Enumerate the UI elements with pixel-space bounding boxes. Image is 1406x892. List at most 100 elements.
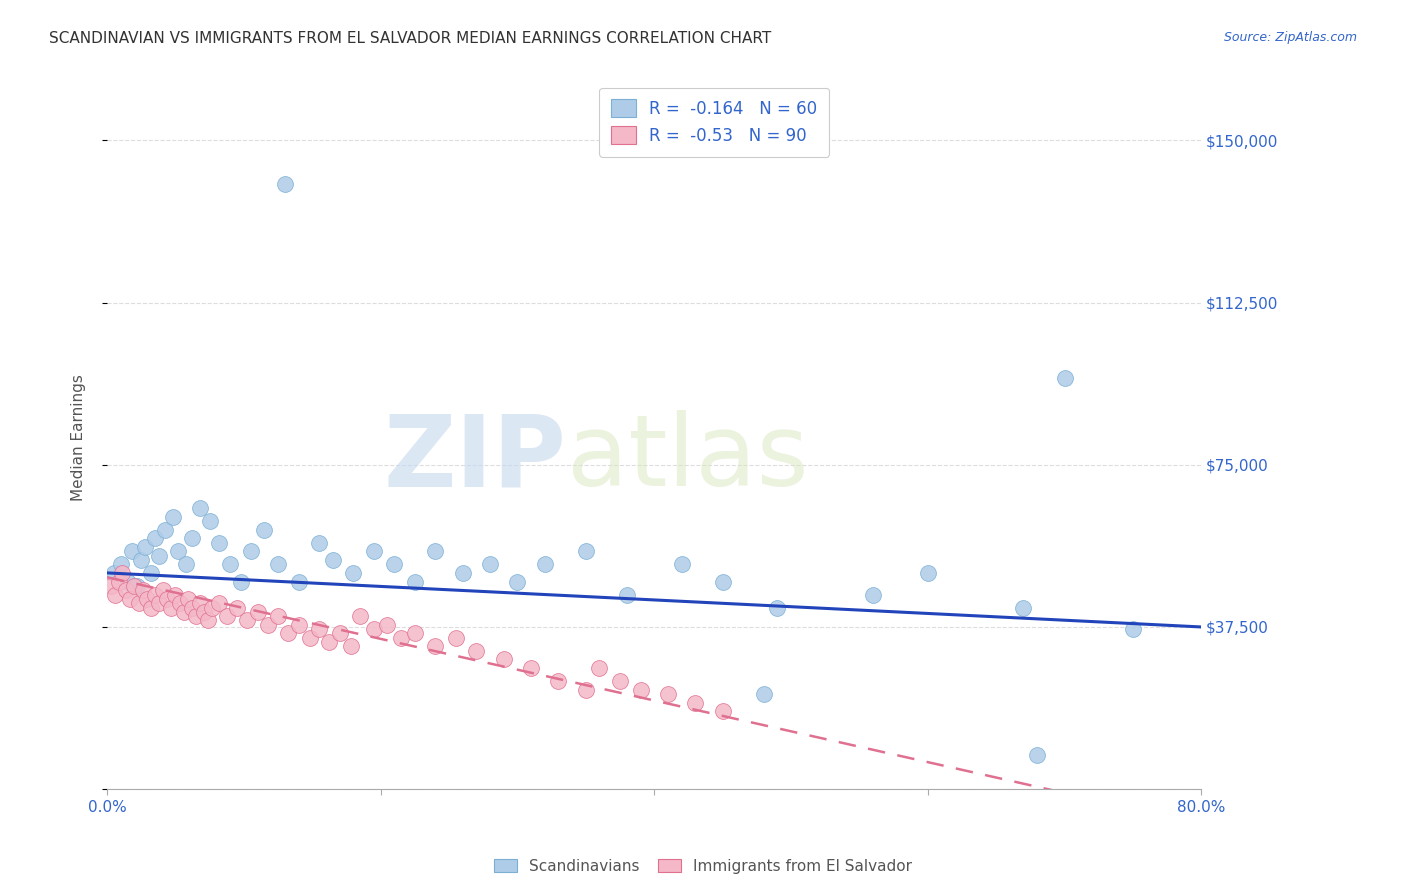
Point — [198, 514, 221, 528]
Point — [129, 553, 152, 567]
Point — [226, 600, 249, 615]
Point — [229, 574, 252, 589]
Point — [425, 544, 447, 558]
Point — [239, 544, 262, 558]
Point — [479, 558, 502, 572]
Point — [188, 501, 211, 516]
Text: Source: ZipAtlas.com: Source: ZipAtlas.com — [1223, 31, 1357, 45]
Point — [329, 626, 352, 640]
Point — [180, 600, 202, 615]
Text: ZIP: ZIP — [384, 410, 567, 508]
Point — [287, 574, 309, 589]
Point — [128, 596, 150, 610]
Point — [671, 558, 693, 572]
Point — [197, 614, 219, 628]
Point — [492, 652, 515, 666]
Point — [135, 591, 157, 606]
Point — [389, 631, 412, 645]
Point — [547, 673, 569, 688]
Point — [533, 558, 555, 572]
Point — [180, 531, 202, 545]
Point — [167, 544, 190, 558]
Point — [318, 635, 340, 649]
Point — [134, 540, 156, 554]
Point — [298, 631, 321, 645]
Point — [117, 574, 139, 589]
Point — [267, 558, 290, 572]
Point — [148, 596, 170, 610]
Point — [131, 583, 153, 598]
Point — [257, 617, 280, 632]
Point — [349, 609, 371, 624]
Point — [465, 644, 488, 658]
Point — [143, 588, 166, 602]
Point — [363, 622, 385, 636]
Point — [103, 566, 125, 580]
Point — [217, 609, 239, 624]
Point — [104, 588, 127, 602]
Point — [208, 596, 231, 610]
Point — [588, 661, 610, 675]
Point — [363, 544, 385, 558]
Point — [253, 523, 276, 537]
Point — [139, 566, 162, 580]
Point — [1122, 622, 1144, 636]
Point — [506, 574, 529, 589]
Point — [115, 583, 138, 598]
Point — [110, 558, 132, 572]
Point — [100, 579, 122, 593]
Point — [127, 579, 149, 593]
Point — [711, 574, 734, 589]
Point — [1026, 747, 1049, 762]
Point — [193, 605, 215, 619]
Point — [1012, 600, 1035, 615]
Point — [382, 558, 405, 572]
Point — [208, 535, 231, 549]
Point — [917, 566, 939, 580]
Point — [339, 640, 361, 654]
Point — [120, 591, 142, 606]
Point — [609, 673, 631, 688]
Text: atlas: atlas — [567, 410, 808, 508]
Point — [862, 588, 884, 602]
Point — [124, 579, 146, 593]
Point — [201, 600, 224, 615]
Point — [143, 531, 166, 545]
Point — [156, 591, 179, 606]
Legend: Scandinavians, Immigrants from El Salvador: Scandinavians, Immigrants from El Salvad… — [488, 853, 918, 880]
Point — [657, 687, 679, 701]
Point — [162, 509, 184, 524]
Legend: R =  -0.164   N = 60, R =  -0.53   N = 90: R = -0.164 N = 60, R = -0.53 N = 90 — [599, 87, 830, 157]
Point — [322, 553, 344, 567]
Point — [308, 622, 330, 636]
Point — [404, 574, 426, 589]
Point — [152, 583, 174, 598]
Point — [173, 605, 195, 619]
Point — [683, 696, 706, 710]
Point — [444, 631, 467, 645]
Point — [235, 614, 257, 628]
Point — [108, 574, 131, 589]
Point — [274, 177, 297, 191]
Point — [148, 549, 170, 563]
Point — [342, 566, 364, 580]
Point — [188, 596, 211, 610]
Point — [308, 535, 330, 549]
Point — [404, 626, 426, 640]
Point — [165, 588, 187, 602]
Y-axis label: Median Earnings: Median Earnings — [72, 375, 86, 501]
Point — [575, 544, 598, 558]
Point — [616, 588, 638, 602]
Point — [246, 605, 269, 619]
Text: SCANDINAVIAN VS IMMIGRANTS FROM EL SALVADOR MEDIAN EARNINGS CORRELATION CHART: SCANDINAVIAN VS IMMIGRANTS FROM EL SALVA… — [49, 31, 772, 46]
Point — [752, 687, 775, 701]
Point — [425, 640, 447, 654]
Point — [377, 617, 399, 632]
Point — [575, 682, 598, 697]
Point — [160, 600, 183, 615]
Point — [121, 544, 143, 558]
Point — [1053, 371, 1076, 385]
Point — [111, 566, 134, 580]
Point — [176, 558, 198, 572]
Point — [451, 566, 474, 580]
